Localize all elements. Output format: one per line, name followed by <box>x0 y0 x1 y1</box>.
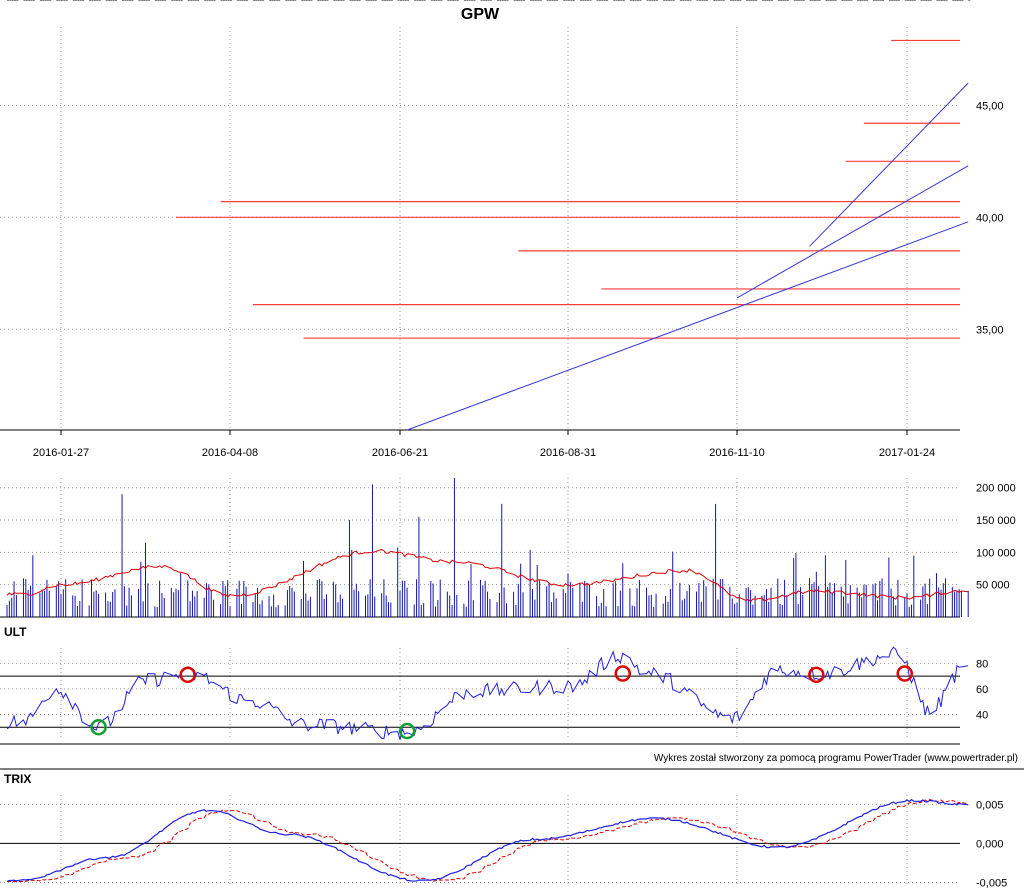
price-x-tick-label: 2017-01-24 <box>879 447 935 459</box>
trix-label: TRIX <box>4 772 31 786</box>
trix-signal-line <box>7 799 969 882</box>
volume-y-tick-label: 50 000 <box>976 580 1010 592</box>
price-x-tick-label: 2016-08-31 <box>540 447 596 459</box>
trendline <box>736 165 969 299</box>
chart-title: GPW <box>461 6 500 23</box>
buy-signal-marker <box>90 718 107 736</box>
ult-y-tick-label: 80 <box>976 658 988 670</box>
trix-panel: TRIX -0,005 0,000 0,005 <box>0 772 1007 889</box>
price-x-tick-label: 2016-01-27 <box>33 447 89 459</box>
price-x-tick-label: 2016-04-08 <box>202 447 258 459</box>
price-x-tick-label: 2016-06-21 <box>372 447 428 459</box>
ult-panel: ULT 40 60 80 <box>0 625 1024 770</box>
volume-average-line <box>6 548 969 603</box>
ult-y-tick-label: 60 <box>976 684 988 696</box>
price-y-tick-label: 40,00 <box>976 212 1004 224</box>
ult-line <box>6 646 969 740</box>
credit-text: Wykres został stworzony za pomocą progra… <box>654 753 1018 764</box>
trendline <box>406 221 969 431</box>
price-y-tick-label: 35,00 <box>976 324 1004 336</box>
ult-label: ULT <box>4 625 27 639</box>
volume-bars <box>6 478 969 617</box>
price-x-tick-label: 2016-11-10 <box>709 447 764 459</box>
price-y-tick-label: 45,00 <box>976 100 1004 112</box>
volume-y-tick-label: 150 000 <box>976 515 1016 527</box>
trix-y-tick-label: 0,005 <box>976 799 1004 811</box>
volume-panel: 50 000 100 000 150 000 200 000 <box>0 478 1016 618</box>
trix-y-tick-label: 0,000 <box>976 838 1004 850</box>
trix-y-tick-label: -0,005 <box>976 877 1007 889</box>
volume-y-tick-label: 100 000 <box>976 547 1016 559</box>
sell-signal-marker <box>808 666 825 684</box>
ult-y-tick-label: 40 <box>976 709 988 721</box>
volume-y-tick-label: 200 000 <box>976 483 1016 495</box>
sell-signal-marker <box>614 665 631 682</box>
buy-signal-marker <box>398 722 416 740</box>
price-panel: 2016-01-27 2016-04-08 2016-06-21 2016-08-31… <box>0 0 1004 459</box>
trendline <box>809 82 969 247</box>
trix-line <box>6 798 969 883</box>
sell-signal-marker <box>179 666 196 684</box>
sell-signal-marker <box>896 665 913 682</box>
